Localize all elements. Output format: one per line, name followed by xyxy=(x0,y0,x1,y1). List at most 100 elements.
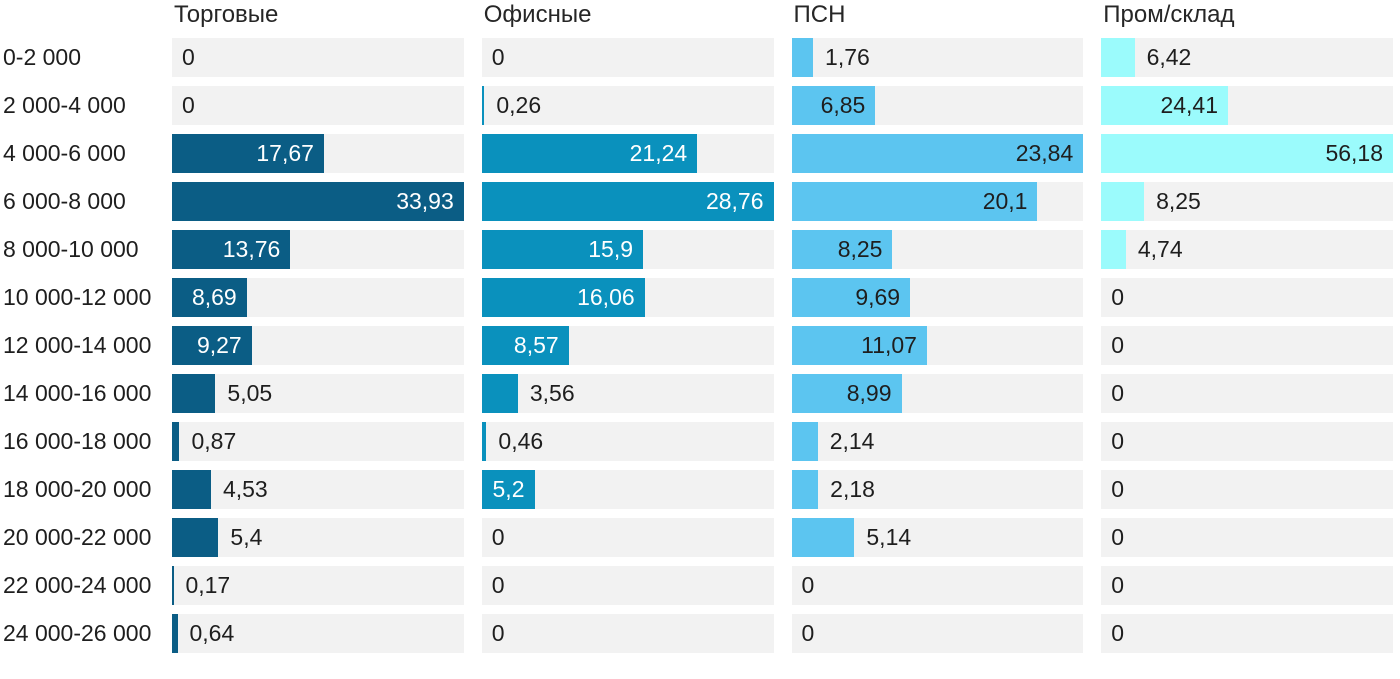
bar-track: 3,56 xyxy=(481,374,774,413)
bar: 23,84 xyxy=(791,134,1084,173)
row-label: 18 000-20 000 xyxy=(3,476,152,502)
chart-row: 24 000-26 000 0,64 0 0 0 xyxy=(0,614,1393,653)
bar-track: 0 xyxy=(1101,614,1393,653)
bar-track: 24,41 xyxy=(1101,86,1393,125)
bar-track: 0 xyxy=(172,38,464,77)
bar-value-label: 0 xyxy=(1111,380,1125,406)
bar-value-label: 0 xyxy=(491,524,505,550)
bar-track: 0 xyxy=(1101,566,1393,605)
bar-track: 0 xyxy=(791,566,1084,605)
bar-track: 5,4 xyxy=(172,518,464,557)
bar xyxy=(172,470,211,509)
bar-value-label: 0 xyxy=(801,572,815,598)
bar: 8,99 xyxy=(791,374,902,413)
bar-track: 21,24 xyxy=(481,134,774,173)
bar-track: 0,26 xyxy=(481,86,774,125)
bar xyxy=(172,614,178,653)
bar-value-label: 1,76 xyxy=(825,44,870,70)
bar-track: 0,87 xyxy=(172,422,464,461)
bar-value-label: 0 xyxy=(1111,524,1125,550)
chart-row: 14 000-16 000 5,05 3,56 8,99 0 xyxy=(0,374,1393,413)
bar-value-label: 2,14 xyxy=(829,428,875,454)
bar-track: 28,76 xyxy=(481,182,774,221)
bar-track: 8,25 xyxy=(1101,182,1393,221)
bar xyxy=(791,518,855,557)
chart-row: 10 000-12 000 8,69 16,06 9,69 0 xyxy=(0,278,1393,317)
bar-track: 13,76 xyxy=(172,230,464,269)
chart-row: 6 000-8 000 33,93 28,76 20,1 8,25 xyxy=(0,182,1393,221)
bar-value-label: 0 xyxy=(1111,572,1125,598)
bar-value-label: 5,2 xyxy=(492,476,525,502)
bar-value-label: 8,25 xyxy=(837,236,883,262)
bar-track: 0 xyxy=(481,614,774,653)
bar xyxy=(791,38,814,77)
bar-track: 1,76 xyxy=(791,38,1084,77)
bar-value-label: 33,93 xyxy=(396,188,454,214)
bar: 8,25 xyxy=(791,230,893,269)
bar-value-label: 0,46 xyxy=(498,428,544,454)
bar-track: 0 xyxy=(791,614,1084,653)
bar-track: 0,46 xyxy=(481,422,774,461)
row-label: 12 000-14 000 xyxy=(3,332,152,358)
bar-track: 8,25 xyxy=(791,230,1084,269)
bar: 33,93 xyxy=(172,182,464,221)
bar xyxy=(481,422,487,461)
bar-value-label: 0,87 xyxy=(191,428,237,454)
bar: 9,27 xyxy=(172,326,252,365)
bar xyxy=(172,518,219,557)
bar-value-label: 0 xyxy=(1111,428,1125,454)
bar-value-label: 8,25 xyxy=(1156,188,1201,214)
bar-value-label: 56,18 xyxy=(1325,140,1383,166)
bar xyxy=(172,374,216,413)
bar-track: 0 xyxy=(1101,326,1393,365)
bar-value-label: 8,99 xyxy=(846,380,892,406)
bar: 11,07 xyxy=(791,326,927,365)
bar-value-label: 4,53 xyxy=(222,476,268,502)
chart-row: 12 000-14 000 9,27 8,57 11,07 0 xyxy=(0,326,1393,365)
bar xyxy=(172,566,174,605)
chart-row: 16 000-18 000 0,87 0,46 2,14 0 xyxy=(0,422,1393,461)
row-label: 24 000-26 000 xyxy=(3,620,152,646)
row-label: 0-2 000 xyxy=(3,44,82,70)
bar: 8,57 xyxy=(481,326,569,365)
bar-value-label: 6,42 xyxy=(1146,44,1192,70)
bar xyxy=(1101,230,1126,269)
bar: 21,24 xyxy=(481,134,698,173)
bar xyxy=(172,422,180,461)
bar-value-label: 16,06 xyxy=(577,284,635,310)
bar-value-label: 11,07 xyxy=(861,332,917,358)
bar: 24,41 xyxy=(1101,86,1228,125)
bar-track: 2,18 xyxy=(791,470,1084,509)
bar-track: 8,69 xyxy=(172,278,464,317)
bar-value-label: 8,69 xyxy=(191,284,237,310)
bar-value-label: 8,57 xyxy=(513,332,559,358)
chart-row: 22 000-24 000 0,17 0 0 0 xyxy=(0,566,1393,605)
bar-value-label: 0 xyxy=(1111,620,1125,646)
bar-value-label: 0 xyxy=(182,44,195,70)
bar-track: 6,42 xyxy=(1101,38,1393,77)
bar-value-label: 23,84 xyxy=(1015,140,1074,166)
bar-track: 15,9 xyxy=(481,230,774,269)
bar-value-label: 3,56 xyxy=(529,380,575,406)
bar: 13,76 xyxy=(172,230,291,269)
chart-row: 0-2 000 0 0 1,76 6,42 xyxy=(0,38,1393,77)
bar-track: 0,17 xyxy=(172,566,464,605)
bar-track: 0 xyxy=(1101,518,1393,557)
bar-value-label: 0,64 xyxy=(189,620,235,646)
row-label: 16 000-18 000 xyxy=(3,428,152,454)
bar-value-label: 9,69 xyxy=(855,284,901,310)
column-header-torgovye: Торговые xyxy=(174,1,279,28)
bar-track: 0 xyxy=(1101,278,1393,317)
bar-track: 2,14 xyxy=(791,422,1084,461)
column-header-psn: ПСН xyxy=(793,1,846,28)
bar-value-label: 0 xyxy=(801,620,815,646)
bar xyxy=(481,374,518,413)
row-label: 2 000-4 000 xyxy=(3,92,126,118)
bar-value-label: 13,76 xyxy=(222,236,281,262)
bar xyxy=(791,470,819,509)
bar: 9,69 xyxy=(791,278,911,317)
bar-track: 5,05 xyxy=(172,374,464,413)
bar xyxy=(1101,38,1135,77)
bar: 6,85 xyxy=(791,86,876,125)
bar: 20,1 xyxy=(791,182,1038,221)
